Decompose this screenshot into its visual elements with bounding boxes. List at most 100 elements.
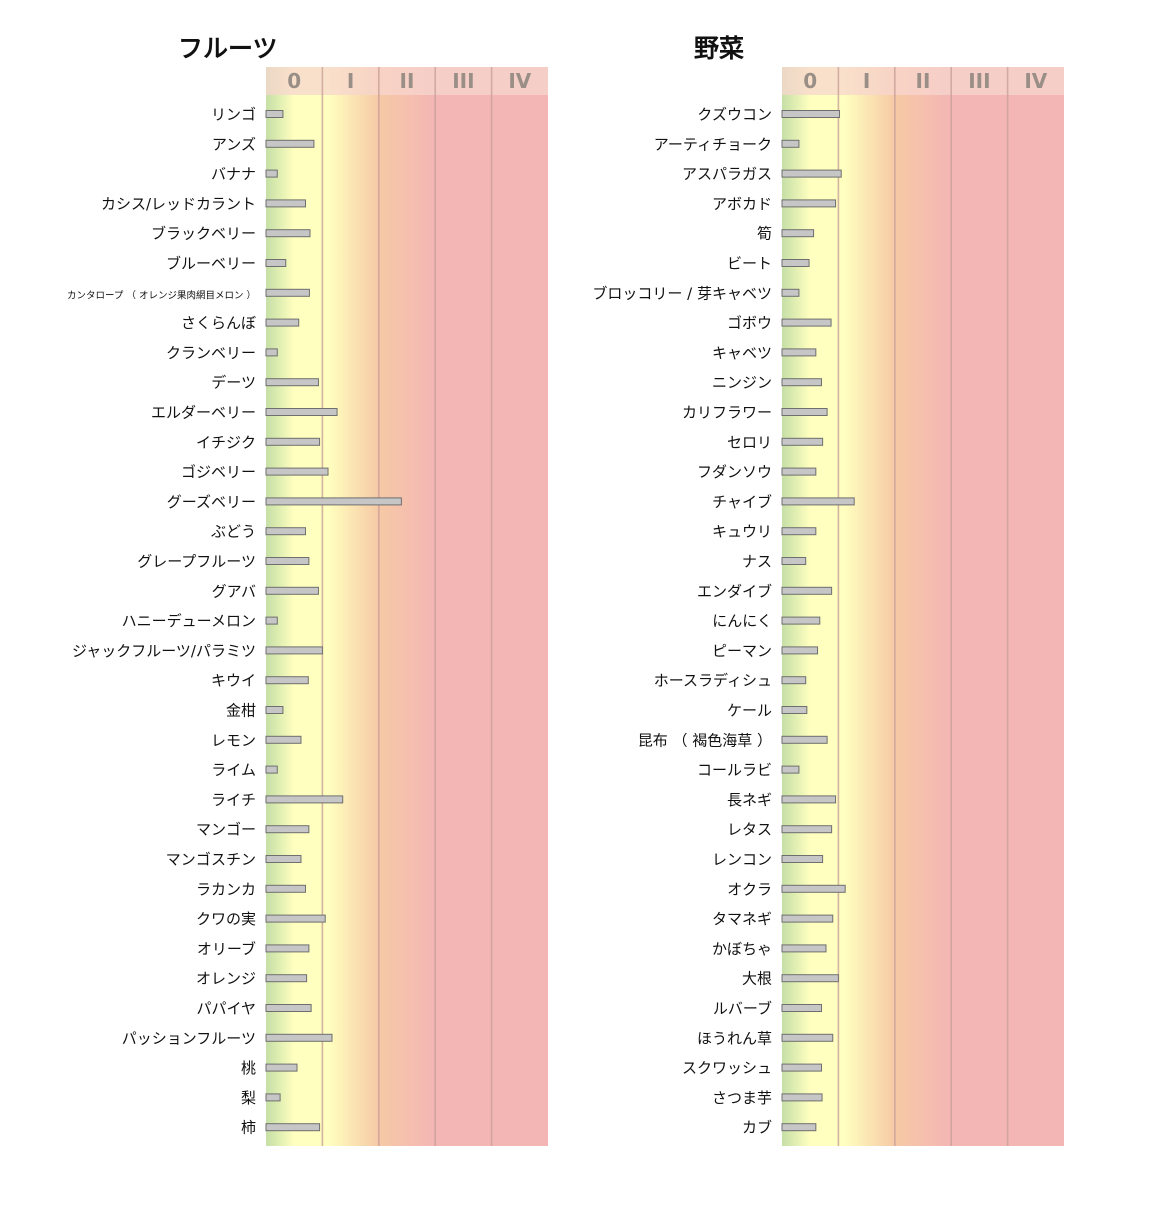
category-label: セロリ [727,433,772,451]
bar [781,467,817,476]
bar [781,348,817,357]
category-label: ルバーブ [713,1000,772,1018]
bar [781,110,841,118]
category-label: クワの実 [196,910,256,928]
category-label: キウイ [211,672,256,690]
category-label: ナス [742,553,772,571]
bar [265,616,278,625]
bar [781,1123,817,1132]
bar [781,318,832,327]
bar [265,1004,312,1012]
category-label: イチジク [196,433,256,451]
category-label: デーツ [211,374,256,392]
tick-label: 0 [287,69,301,93]
category-label: レタス [727,821,772,839]
category-label: オリーブ [197,940,256,958]
bar [265,795,344,804]
category-label: オクラ [727,880,772,898]
category-label: エンダイブ [697,582,772,600]
category-label: 梨 [241,1089,256,1107]
category-label: キャベツ [712,344,772,362]
bar [265,1093,281,1102]
category-label: ピーマン [712,642,772,660]
category-label: ケール [727,702,772,720]
bar [781,378,822,387]
category-label: カリフラワー [682,404,772,422]
category-label: スクワッシュ [682,1059,772,1077]
tick-label: IV [508,69,531,93]
bar [781,884,846,893]
category-label: レンコン [712,851,772,869]
bar [781,676,807,685]
bar [265,825,310,834]
bar [265,110,284,118]
category-label: ほうれん草 [697,1029,772,1047]
bar [781,1004,822,1012]
category-label: カブ [742,1119,772,1137]
category-label: アンズ [212,135,256,153]
category-label: 金柑 [226,702,256,720]
category-label: 長ネギ [727,791,772,809]
category-label: ブルーベリー [166,255,256,273]
category-label: さくらんぼ [181,314,256,332]
bar [781,229,815,238]
bar [265,557,310,565]
bar [265,437,321,446]
bar [265,586,319,595]
bar [265,467,329,476]
bar [265,378,319,387]
bar [781,169,842,178]
bar [781,646,819,655]
category-label: アボカド [712,195,772,213]
category-label: アーティチョーク [654,135,772,153]
category-label: ゴボウ [727,314,772,332]
category-label: 桃 [241,1059,256,1077]
plot-background [782,67,1064,1146]
chart-title: 野菜 [694,34,744,63]
bar [265,318,300,327]
category-label: ホースラディシュ [654,672,772,690]
category-label: 筍 [757,225,772,243]
bar [265,408,338,416]
bar [781,408,828,416]
chart-title: フルーツ [178,34,278,63]
category-label: キュウリ [712,523,772,541]
category-label: かぼちゃ [712,940,772,958]
bar [265,348,278,357]
bar [781,765,800,774]
bar [781,437,824,446]
bar [265,288,310,297]
category-label: ハニーデューメロン [122,612,256,630]
category-label: マンゴー [196,821,256,839]
category-label: エルダーベリー [151,404,256,422]
category-label: カシス/レッドカラント [101,195,256,213]
bar [781,735,828,744]
category-label: ジャックフルーツ/パラミツ [72,642,256,660]
tick-label: I [863,69,870,93]
category-label: ビート [727,255,772,273]
bar [265,974,308,983]
bar [781,914,834,923]
bar [781,199,837,208]
bar [265,765,278,774]
bar [265,229,311,238]
bar [781,288,800,297]
category-label: タマネギ [712,910,772,928]
category-label: ライチ [211,791,256,809]
bar [781,139,800,148]
bar [265,855,302,863]
category-label: カンタロープ （ オレンジ果肉網目メロン ） [67,289,256,301]
bar [781,855,824,863]
category-label: コールラビ [697,761,772,779]
category-label: チャイブ [712,493,772,511]
bar [781,616,821,625]
bar [265,1033,333,1042]
bar [781,944,827,953]
bar [781,706,808,714]
bar [781,497,855,506]
bar [265,1123,321,1132]
bar [265,646,323,655]
bar [265,527,306,536]
